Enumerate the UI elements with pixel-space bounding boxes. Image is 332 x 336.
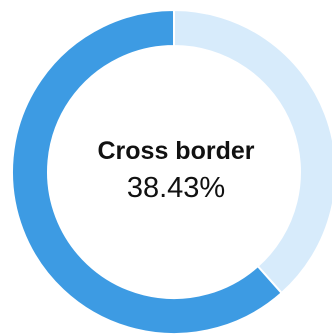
- center-title: Cross border: [97, 137, 255, 165]
- donut-slice-1[interactable]: [11, 8, 284, 335]
- center-value: 38.43%: [126, 172, 226, 204]
